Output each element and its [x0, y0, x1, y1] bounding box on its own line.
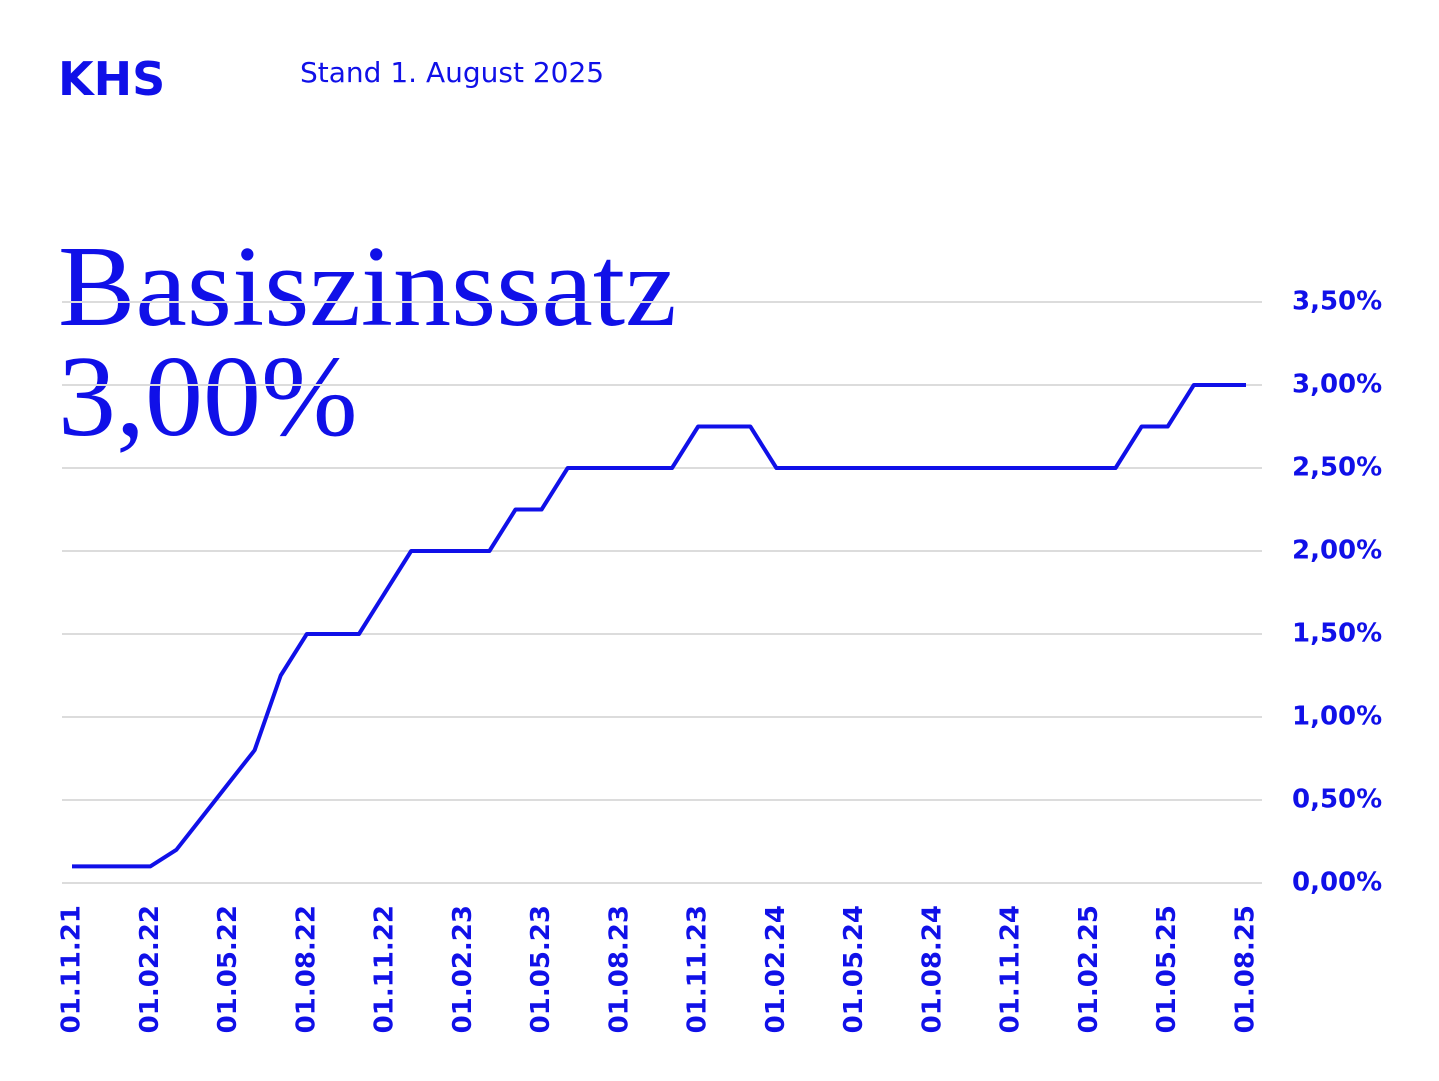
x-tick-label: 01.08.24: [917, 905, 947, 1033]
x-tick-label: 01.08.22: [291, 905, 321, 1033]
x-tick-label: 01.05.22: [213, 905, 243, 1033]
subtitle: Stand 1. August 2025: [300, 56, 604, 89]
y-tick-label: 1,50%: [1292, 619, 1382, 649]
x-tick-label: 01.02.22: [135, 905, 165, 1033]
x-tick-label: 01.11.24: [996, 905, 1026, 1033]
x-tick-label: 01.02.25: [1074, 905, 1104, 1033]
chart-title: Basiszinssatz: [58, 223, 677, 351]
y-tick-label: 0,50%: [1292, 785, 1382, 815]
y-tick-label: 2,00%: [1292, 536, 1382, 566]
x-tick-label: 01.11.21: [57, 905, 87, 1033]
y-tick-label: 1,00%: [1292, 702, 1382, 732]
x-tick-label: 01.05.23: [526, 905, 556, 1033]
x-tick-label: 01.05.25: [1152, 905, 1182, 1033]
y-tick-label: 3,50%: [1292, 287, 1382, 317]
y-tick-label: 2,50%: [1292, 453, 1382, 483]
x-tick-label: 01.02.23: [448, 905, 478, 1033]
x-tick-label: 01.08.23: [604, 905, 634, 1033]
x-tick-label: 01.02.24: [761, 905, 791, 1033]
y-tick-label: 3,00%: [1292, 370, 1382, 400]
x-tick-label: 01.08.25: [1231, 905, 1261, 1033]
x-tick-label: 01.05.24: [839, 905, 869, 1033]
x-tick-label: 01.11.23: [683, 905, 713, 1033]
y-tick-label: 0,00%: [1292, 868, 1382, 898]
brand-logo: KHS: [58, 52, 165, 106]
x-tick-label: 01.11.22: [370, 905, 400, 1033]
current-value: 3,00%: [58, 333, 358, 461]
data-line: [72, 383, 1246, 869]
